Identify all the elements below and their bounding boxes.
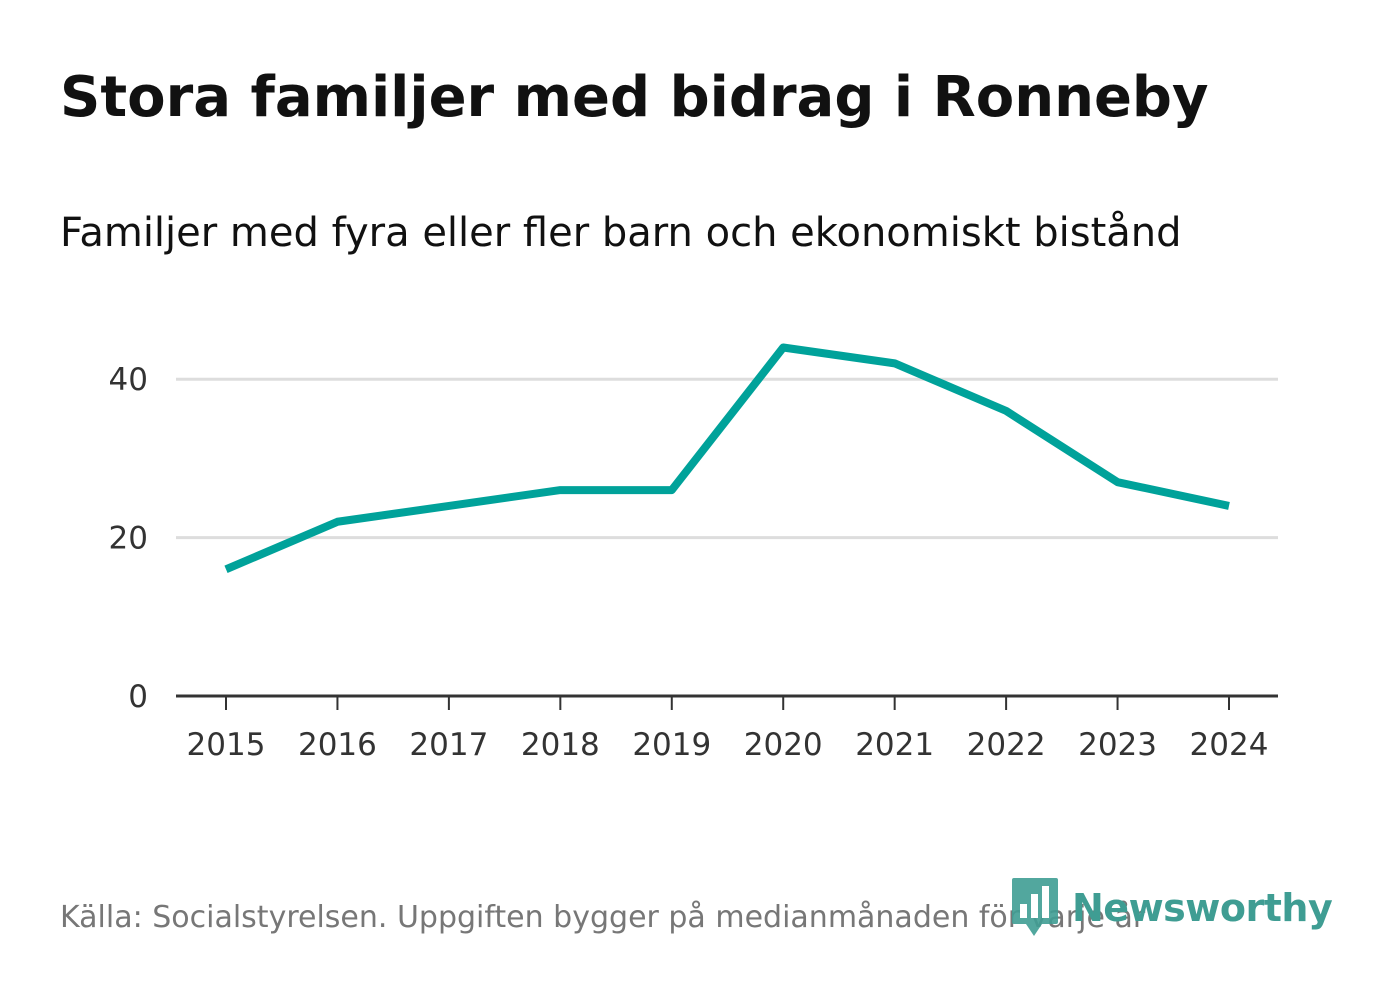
y-tick-label: 40 (109, 362, 148, 398)
x-tick-label: 2020 (744, 727, 823, 763)
y-tick-label: 0 (128, 679, 148, 715)
y-tick-label: 20 (109, 521, 148, 557)
bar-chart-pin-icon (1012, 878, 1058, 936)
x-tick-label: 2016 (298, 727, 377, 763)
x-tick-label: 2018 (521, 727, 600, 763)
x-tick-label: 2022 (967, 727, 1046, 763)
x-tick-label: 2019 (632, 727, 711, 763)
x-tick-label: 2017 (409, 727, 488, 763)
brand-name: Newsworthy (1072, 886, 1333, 930)
x-tick-label: 2024 (1190, 727, 1269, 763)
gridlines (176, 377, 1278, 540)
x-tick-label: 2015 (187, 727, 266, 763)
series-line (224, 343, 1230, 573)
chart-title: Stora familjer med bidrag i Ronneby (60, 65, 1209, 130)
source-note: Källa: Socialstyrelsen. Uppgiften bygger… (60, 900, 1146, 935)
x-tick-label: 2023 (1078, 727, 1157, 763)
x-axis-ticks: 2015 2016 2017 2018 2019 2020 2021 2022 2023 2024 (187, 696, 1269, 763)
chart-subtitle: Familjer med fyra eller fler barn och ek… (60, 210, 1182, 256)
x-tick-label: 2021 (855, 727, 934, 763)
brand-logo: Newsworthy (1010, 876, 1333, 940)
y-axis-ticks: 0 20 40 (109, 362, 148, 715)
